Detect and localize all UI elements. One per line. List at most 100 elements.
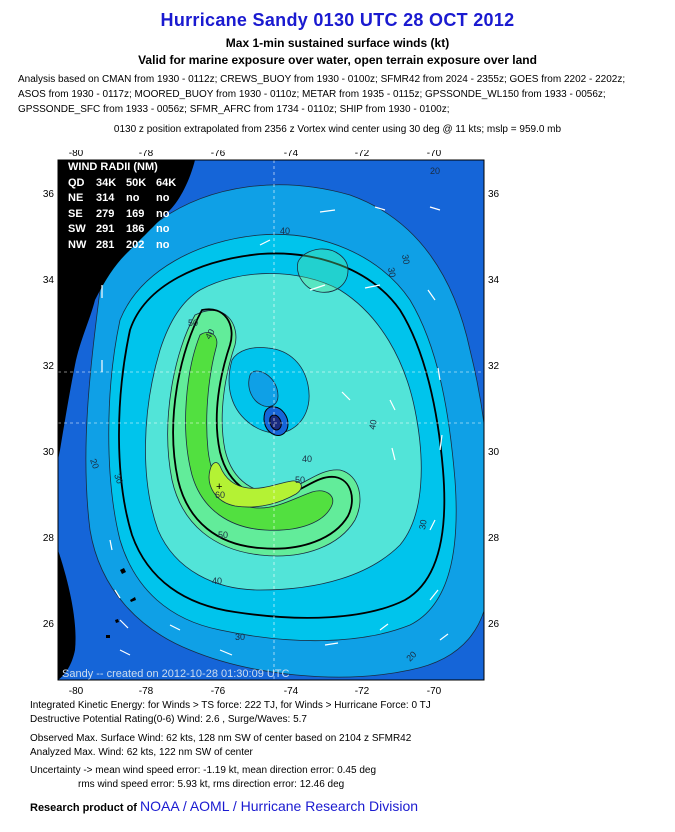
wind-radii-cell: 279 — [96, 207, 115, 220]
land-florida — [58, 550, 76, 680]
lon-tick-label: -74 — [284, 150, 299, 159]
contour-label: 40 — [302, 454, 312, 464]
rms-error-text: rms wind speed error: 5.93 kt, rms direc… — [78, 779, 345, 790]
lat-tick-label: 32 — [43, 361, 55, 372]
contour-label: 40 — [212, 576, 222, 586]
contour-fill-60 — [185, 331, 334, 531]
contour-label: 50 — [218, 530, 228, 540]
analysis-sources: Analysis based on CMAN from 1930 - 0112z… — [18, 72, 668, 117]
lon-axis-top: -80 -78 -76 -74 -72 -70 — [69, 150, 442, 159]
page-title: Hurricane Sandy 0130 UTC 28 OCT 2012 — [160, 10, 515, 30]
lat-tick-label: 36 — [43, 189, 55, 200]
dpr-text: Destructive Potential Rating(0-6) Wind: … — [30, 714, 307, 725]
wind-field-map: 40 30 20 50 60 40 30 30 50 40 20 40 30 5… — [43, 150, 500, 697]
wind-radii-row: SW 291 186 no — [68, 222, 180, 238]
contour-label: 50 — [295, 475, 305, 485]
wind-radii-cell: NW — [68, 238, 87, 251]
lon-tick-label: -72 — [355, 150, 370, 159]
wind-radii-row: SE 279 169 no — [68, 207, 180, 223]
wind-radii-cell: 281 — [96, 238, 115, 251]
lon-tick-label: -70 — [427, 150, 442, 159]
lat-tick-label: 28 — [43, 533, 55, 544]
lon-tick-label: -78 — [139, 686, 154, 697]
contour-label: 60 — [215, 490, 225, 500]
wind-radii-cell: no — [156, 223, 170, 235]
lat-tick-label: 36 — [488, 189, 500, 200]
wind-radii-table: WIND RADII (NM) QD 34K 50K 64K NE 314 no… — [68, 160, 180, 253]
hrd-link[interactable]: NOAA / AOML / Hurricane Research Divisio… — [140, 798, 419, 814]
lat-tick-label: 34 — [43, 275, 55, 286]
contour-label: 40 — [203, 327, 217, 341]
lat-tick-label: 32 — [488, 361, 500, 372]
wind-radii-cell: SW — [68, 223, 86, 235]
lat-tick-label: 34 — [488, 275, 500, 286]
lon-tick-label: -72 — [355, 686, 370, 697]
wind-radii-cell: no — [156, 238, 170, 251]
wind-radii-cell: 34K — [96, 176, 117, 189]
research-credit: Research product of NOAA / AOML / Hurric… — [30, 798, 418, 814]
lon-tick-label: -76 — [211, 686, 226, 697]
analysis-line: ASOS from 1930 - 0117z; MOORED_BUOY from… — [18, 89, 606, 100]
wind-radii-cell: no — [156, 192, 170, 204]
position-note: 0130 z position extrapolated from 2356 z… — [113, 124, 562, 135]
wind-radii-cell: 186 — [126, 223, 145, 235]
lon-tick-label: -78 — [139, 150, 154, 159]
lat-axis-left: 36 34 32 30 28 26 — [43, 189, 55, 630]
lon-axis-bottom: -80 -78 -76 -74 -72 -70 — [69, 686, 442, 697]
contour-label: 40 — [280, 226, 290, 236]
wind-radii-cell: NE — [68, 192, 84, 204]
contour-label: 30 — [235, 632, 245, 642]
max-wind-marker-icon: + — [216, 481, 222, 493]
wind-radii-cell: SE — [68, 207, 83, 220]
contour-34kt — [118, 252, 446, 619]
contour-center-inner — [269, 414, 282, 431]
plot-frame — [57, 159, 485, 681]
lat-tick-label: 30 — [488, 447, 500, 458]
wind-radii-header: QD 34K 50K 64K — [68, 176, 180, 192]
lat-tick-label: 28 — [488, 533, 500, 544]
lon-tick-label: -80 — [69, 150, 84, 159]
subtitle-exposure: Valid for marine exposure over water, op… — [138, 53, 537, 67]
analysis-line: GPSSONDE_SFC from 1933 - 0056z; SFMR_AFR… — [18, 104, 450, 115]
contour-50kt — [172, 308, 353, 550]
contour-eye — [248, 370, 279, 407]
wind-radii-cell: QD — [68, 176, 85, 189]
subtitle-wind-type: Max 1-min sustained surface winds (kt) — [225, 36, 450, 50]
lat-axis-right: 36 34 32 30 28 26 — [488, 189, 500, 630]
contour-label: 30 — [400, 254, 412, 266]
contour-ne-40 — [297, 248, 349, 293]
wind-radii-cell: 64K — [156, 176, 177, 189]
lon-tick-label: -74 — [284, 686, 299, 697]
lon-tick-label: -70 — [427, 686, 442, 697]
lat-tick-label: 26 — [488, 619, 500, 630]
contour-fill-max — [208, 462, 302, 508]
lon-tick-label: -80 — [69, 686, 84, 697]
observed-max-text: Observed Max. Surface Wind: 62 kts, 128 … — [30, 733, 412, 744]
contour-label: 50 — [188, 318, 198, 328]
lon-tick-label: -76 — [211, 150, 226, 159]
wind-radii-cell: 169 — [126, 207, 145, 220]
contour-label: 20 — [430, 166, 440, 176]
contour-label: 30 — [417, 519, 429, 531]
wind-vectors — [101, 206, 449, 656]
analyzed-max-text: Analyzed Max. Wind: 62 kts, 122 nm SW of… — [30, 747, 253, 758]
created-credit: Sandy -- created on 2012-10-28 01:30:09 … — [62, 668, 290, 680]
graticule — [58, 160, 484, 680]
wind-radii-cell: 50K — [126, 176, 147, 189]
wind-radii-cell: 291 — [96, 223, 115, 235]
wind-radii-title: WIND RADII (NM) — [68, 161, 158, 173]
wind-radii-cell: 202 — [126, 238, 145, 251]
contour-label: 30 — [112, 472, 125, 485]
lat-tick-label: 26 — [43, 619, 55, 630]
wind-radii-cell: no — [126, 192, 140, 204]
research-label: Research product of — [30, 802, 137, 814]
wind-radii-cell: no — [156, 207, 170, 220]
contour-label: 30 — [386, 267, 398, 279]
uncertainty-text: Uncertainty -> mean wind speed error: -1… — [30, 765, 377, 776]
wind-radii-row: NW 281 202 no — [68, 238, 180, 254]
wind-radii-row: NE 314 no no — [68, 191, 180, 207]
contour-label: 20 — [88, 457, 101, 470]
contour-label: 40 — [367, 419, 379, 431]
analysis-line: Analysis based on CMAN from 1930 - 0112z… — [18, 74, 626, 85]
lat-tick-label: 30 — [43, 447, 55, 458]
